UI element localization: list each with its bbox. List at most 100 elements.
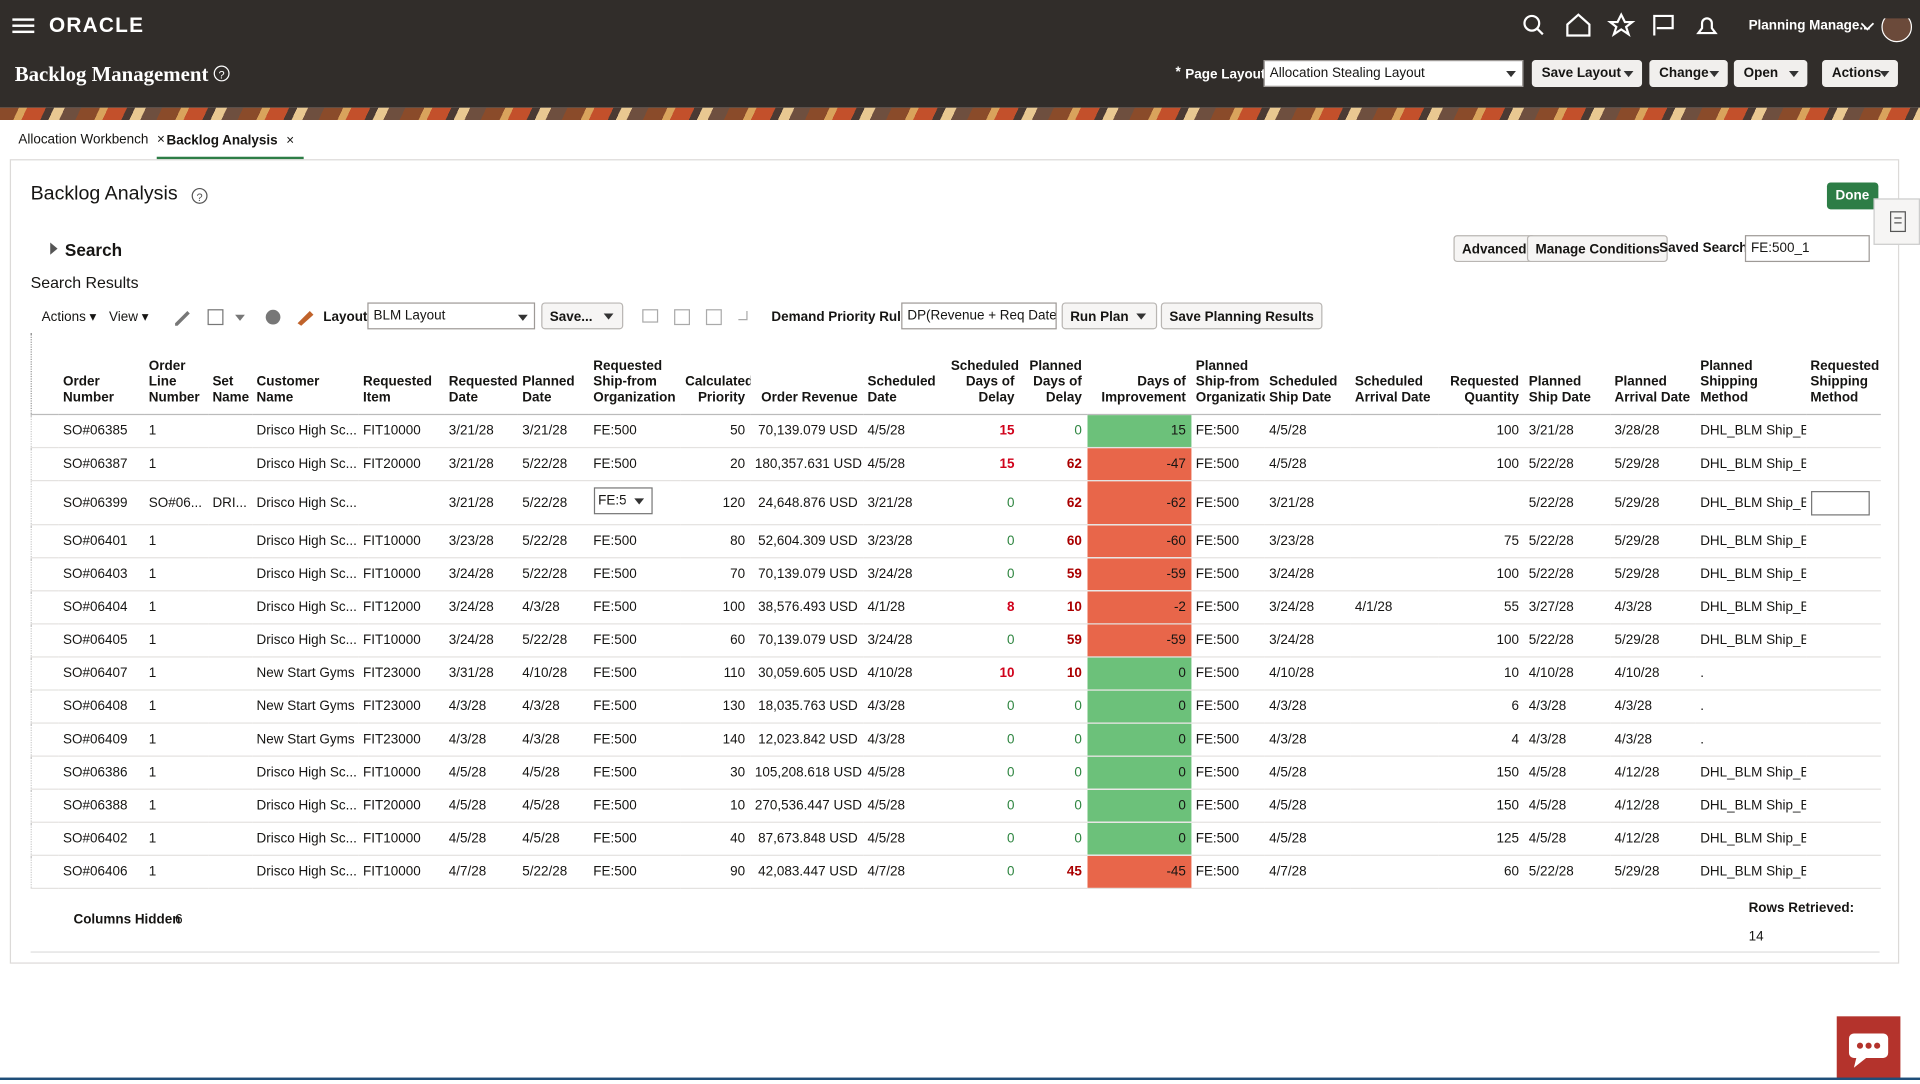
table-row[interactable]: SO#06407 1 New Start Gyms FIT23000 3/31/28 4/… [30, 656, 1881, 691]
table-cell: FE:500 [588, 690, 681, 724]
cell-value: 4/5/28 [448, 765, 487, 781]
chat-button[interactable] [1836, 1016, 1901, 1081]
column-header[interactable]: Set Name [207, 333, 252, 416]
table-cell: SO#06401 [58, 524, 144, 559]
table-cell: SO#06... [143, 480, 208, 526]
rule-select[interactable]: DP(Revenue + Req Date) [901, 302, 1057, 330]
tab-active[interactable]: Backlog Analysis × [156, 125, 304, 160]
column-header[interactable]: Customer Name [251, 333, 359, 416]
cell-value: 5/22/28 [522, 566, 568, 582]
view-menu[interactable]: View ▾ [108, 309, 149, 325]
header-button[interactable]: Open [1733, 60, 1808, 87]
table-cell: 1 [143, 656, 208, 691]
header-button[interactable]: Save Layout [1531, 60, 1643, 87]
menu-icon[interactable] [12, 16, 36, 36]
cell-value: FE:500 [593, 831, 637, 847]
column-header[interactable]: Scheduled Ship Date [1264, 333, 1351, 416]
cell-value: 3/23/28 [867, 533, 913, 549]
table-row[interactable]: SO#06408 1 New Start Gyms FIT23000 4/3/28 4/3… [30, 690, 1881, 724]
column-header[interactable]: Planned Ship-from Organization [1190, 333, 1265, 416]
table-cell: 4/12/28 [1609, 756, 1696, 790]
header-button[interactable]: Actions [1822, 60, 1898, 87]
tab[interactable]: Allocation Workbench × [18, 132, 165, 147]
column-header[interactable]: Planned Days of Delay [1019, 333, 1087, 416]
table-row[interactable]: SO#06404 1 Drisco High Sc... FIT12000 3/24/2… [30, 590, 1881, 625]
table-cell: 62 [1019, 447, 1087, 482]
column-header[interactable]: Requested Quantity [1438, 333, 1524, 416]
layout-select[interactable]: BLM Layout [367, 302, 536, 330]
table-cell: 15 [945, 447, 1020, 482]
header-button[interactable]: Change [1649, 60, 1728, 87]
cell-value: 1 [148, 633, 157, 648]
table-row[interactable]: SO#06385 1 Drisco High Sc... FIT10000 3/21/2… [30, 414, 1881, 449]
done-button[interactable]: Done [1826, 182, 1878, 210]
cell-value: Drisco High Sc... [256, 831, 357, 847]
table-row[interactable]: SO#06388 1 Drisco High Sc... FIT20000 4/5/28… [30, 789, 1881, 823]
table-cell: 4/3/28 [517, 590, 589, 625]
table-cell: -45 [1086, 855, 1191, 889]
table-cell: 150 [1438, 756, 1524, 790]
column-header[interactable]: Planned Shipping Method [1695, 333, 1806, 416]
column-header[interactable]: Order Number [58, 333, 144, 416]
column-header[interactable]: Scheduled Arrival Date [1350, 333, 1439, 416]
table-row[interactable]: SO#06405 1 Drisco High Sc... FIT10000 3/24/2… [30, 623, 1881, 658]
help-icon[interactable]: ? [191, 187, 209, 205]
cell-value: 110 [723, 666, 746, 681]
table-cell: 12,023.842 USD [750, 723, 863, 757]
cell-value: 1 [148, 732, 157, 747]
table-row[interactable]: SO#06409 1 New Start Gyms FIT23000 4/3/28 4/3… [30, 723, 1881, 757]
cell-value: FE:500 [1195, 600, 1240, 615]
column-header[interactable]: Requested Shipping Method [1805, 333, 1881, 416]
table-row[interactable]: SO#06387 1 Drisco High Sc... FIT20000 3/21/2… [30, 447, 1881, 482]
table-cell: 4 [1438, 723, 1524, 757]
cell-value: 0 [1074, 423, 1082, 439]
column-header[interactable]: Order Line Number [143, 333, 208, 416]
advanced-button[interactable]: Advanced [1453, 235, 1535, 263]
cell-value: 4/5/28 [1269, 831, 1307, 847]
table-row[interactable]: SO#06401 1 Drisco High Sc... FIT10000 3/23/2… [30, 524, 1881, 559]
user-avatar[interactable] [1861, 18, 1920, 43]
search-header[interactable]: Search [64, 240, 123, 260]
table-cell: 5/29/28 [1609, 524, 1696, 559]
table-row[interactable]: SO#06403 1 Drisco High Sc... FIT10000 3/24/2… [30, 557, 1881, 592]
table-cell: 1 [143, 524, 208, 559]
table-cell: 20 [680, 447, 751, 482]
table-cell: 4/5/28 [1264, 756, 1351, 790]
table-row[interactable]: SO#06386 1 Drisco High Sc... FIT10000 4/5/28… [30, 756, 1881, 790]
user-menu[interactable]: Planning Manage... [1748, 18, 1871, 34]
table-row[interactable]: SO#06406 1 Drisco High Sc... FIT10000 4/7/28… [30, 855, 1881, 889]
column-header[interactable]: Planned Ship Date [1523, 333, 1610, 416]
cell-value: 90 [730, 864, 746, 880]
cell-input[interactable] [1810, 490, 1870, 515]
column-header[interactable]: Scheduled Days of Delay [945, 333, 1020, 416]
column-header[interactable]: Days of Improvement [1086, 333, 1191, 416]
column-header[interactable]: Requested Item [358, 333, 444, 416]
table-cell: 1 [143, 789, 208, 823]
side-panel-tab[interactable] [1873, 198, 1920, 245]
page-layout-value: Allocation Stealing Layout [1269, 66, 1425, 81]
table-row[interactable]: SO#06399 SO#06... DRI... Drisco High Sc... 3… [30, 480, 1881, 526]
help-icon[interactable]: ? [213, 65, 230, 82]
column-header[interactable]: Requested Date [443, 333, 518, 416]
column-header[interactable]: Scheduled Date [862, 333, 946, 416]
page-layout-select[interactable]: Allocation Stealing Layout [1263, 60, 1524, 87]
saved-search-select[interactable]: FE:500_1 [1744, 235, 1870, 263]
actions-menu[interactable]: Actions ▾ [41, 309, 97, 325]
column-header[interactable]: Requested Ship-from Organization [588, 333, 681, 416]
table-row[interactable]: SO#06402 1 Drisco High Sc... FIT10000 4/5/28… [30, 822, 1881, 856]
column-header[interactable]: Planned Arrival Date [1609, 333, 1696, 416]
save-results-button[interactable]: Save Planning Results [1160, 302, 1323, 330]
brand-logo[interactable]: ORACLE [48, 13, 145, 37]
cell-value: 4/3/28 [1614, 732, 1652, 747]
table-cell: SO#06387 [58, 447, 144, 482]
cell-value: 1 [148, 864, 157, 880]
table-cell [1350, 656, 1439, 691]
column-header[interactable]: Order Revenue [750, 333, 863, 416]
column-header[interactable]: Planned Date [517, 333, 589, 416]
header-icons[interactable] [1522, 12, 1718, 39]
manage-conditions-button[interactable]: Manage Conditions [1526, 235, 1669, 263]
disclosure-icon[interactable] [49, 241, 59, 256]
cell-select[interactable]: FE:500 [593, 487, 653, 515]
toolbar-icons[interactable] [171, 306, 318, 328]
column-header[interactable]: Calculated Priority [680, 333, 751, 416]
